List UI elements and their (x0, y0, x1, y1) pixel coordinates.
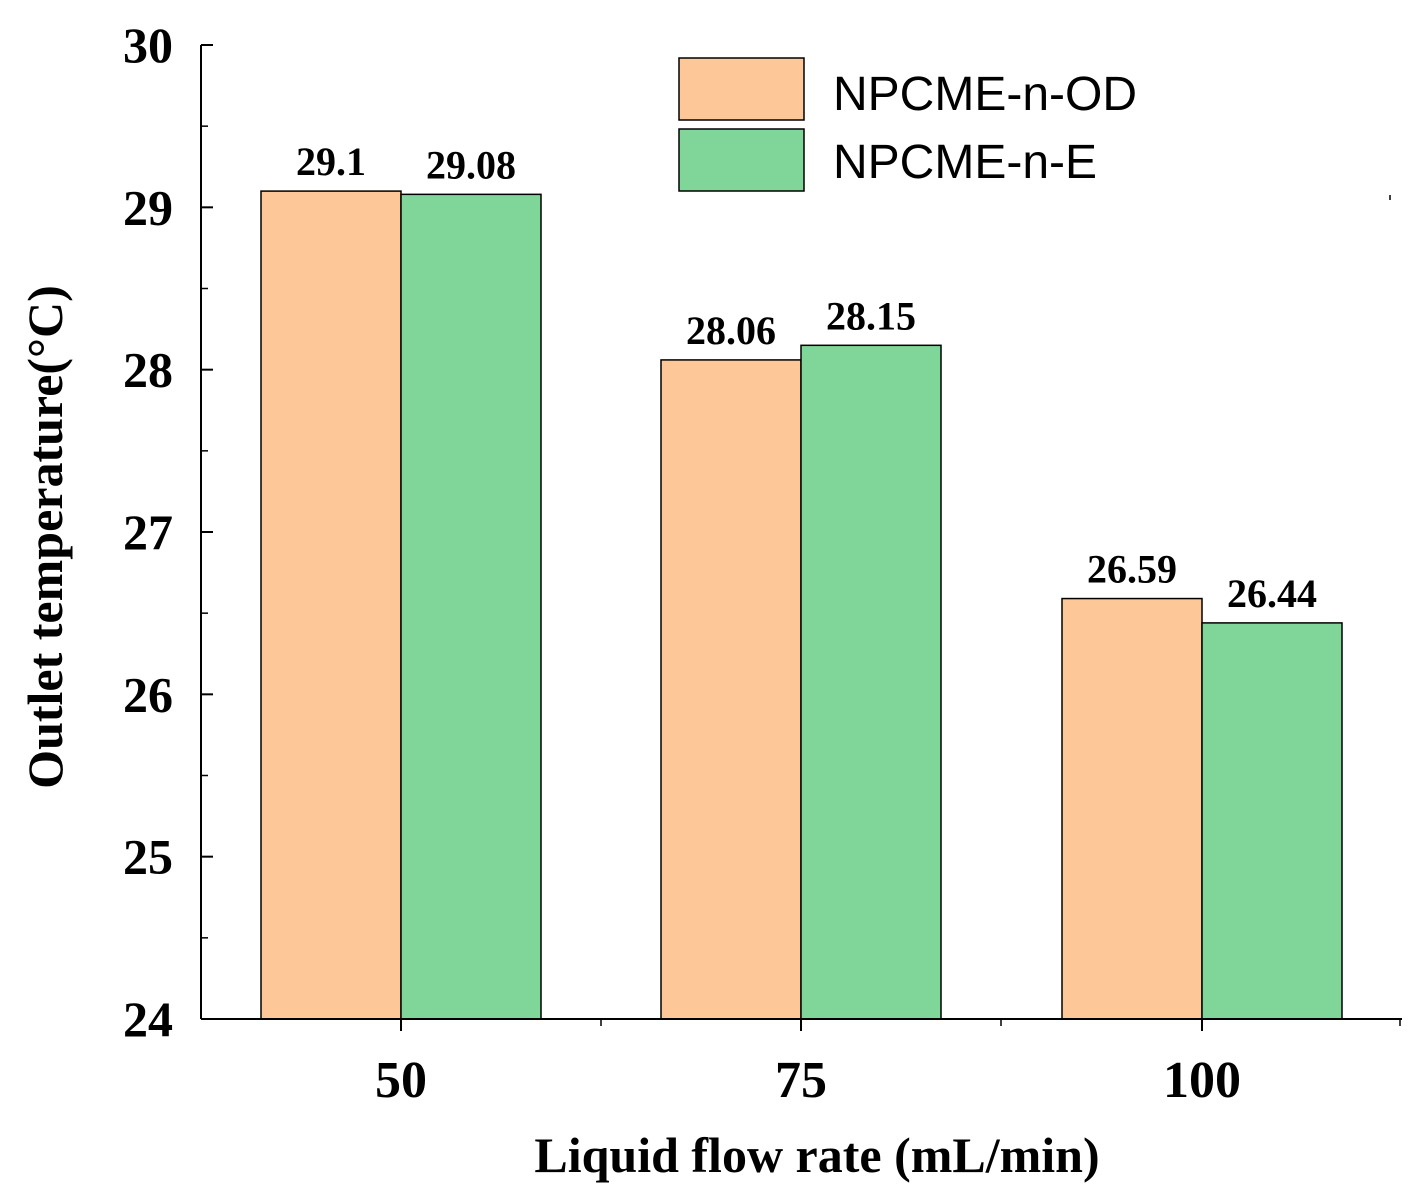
legend-label-npcme-n-od: NPCME-n-OD (833, 68, 1137, 121)
value-label-npcme-n-e-75: 28.15 (826, 293, 916, 338)
y-tick-label-29: 29 (123, 179, 173, 235)
value-label-npcme-n-e-100: 26.44 (1227, 571, 1317, 616)
bar-npcme-n-od-100 (1061, 597, 1203, 1020)
y-tick-label-27: 27 (123, 504, 173, 560)
y-tick-label-30: 30 (123, 17, 173, 73)
bar-npcme-n-od-50 (260, 190, 402, 1020)
x-axis-label: Liquid flow rate (mL/min) (534, 1127, 1099, 1183)
y-axis-label: Outlet temperature(°C) (17, 285, 73, 789)
y-ticks-layer: 24 25 26 27 28 29 30 (123, 17, 213, 1047)
y-tick-label-24: 24 (123, 991, 173, 1047)
value-label-npcme-n-od-50: 29.1 (296, 139, 366, 184)
y-tick-label-28: 28 (123, 342, 173, 398)
legend-swatch-npcme-n-e (678, 128, 805, 192)
y-tick-label-25: 25 (123, 829, 173, 885)
value-label-npcme-n-od-100: 26.59 (1087, 547, 1177, 592)
value-labels-layer: 29.1 28.06 26.59 29.08 28.15 26.44 (296, 139, 1317, 616)
value-label-npcme-n-od-75: 28.06 (686, 308, 776, 353)
bar-npcme-n-e-50 (400, 193, 542, 1020)
x-tick-label-50: 50 (375, 1052, 427, 1109)
y-tick-label-26: 26 (123, 666, 173, 722)
x-ticks-layer: 50 75 100 (375, 1019, 1401, 1109)
legend: NPCME-n-OD NPCME-n-E (678, 57, 1137, 192)
bar-npcme-n-e-100 (1201, 622, 1343, 1020)
bars-layer (260, 190, 1343, 1020)
x-tick-label-75: 75 (775, 1052, 827, 1109)
bar-npcme-n-od-75 (660, 359, 802, 1020)
legend-label-npcme-n-e: NPCME-n-E (833, 136, 1097, 189)
x-tick-label-100: 100 (1163, 1052, 1241, 1109)
legend-swatch-npcme-n-od (678, 57, 805, 121)
value-label-npcme-n-e-50: 29.08 (426, 142, 516, 187)
bar-npcme-n-e-75 (800, 344, 942, 1020)
